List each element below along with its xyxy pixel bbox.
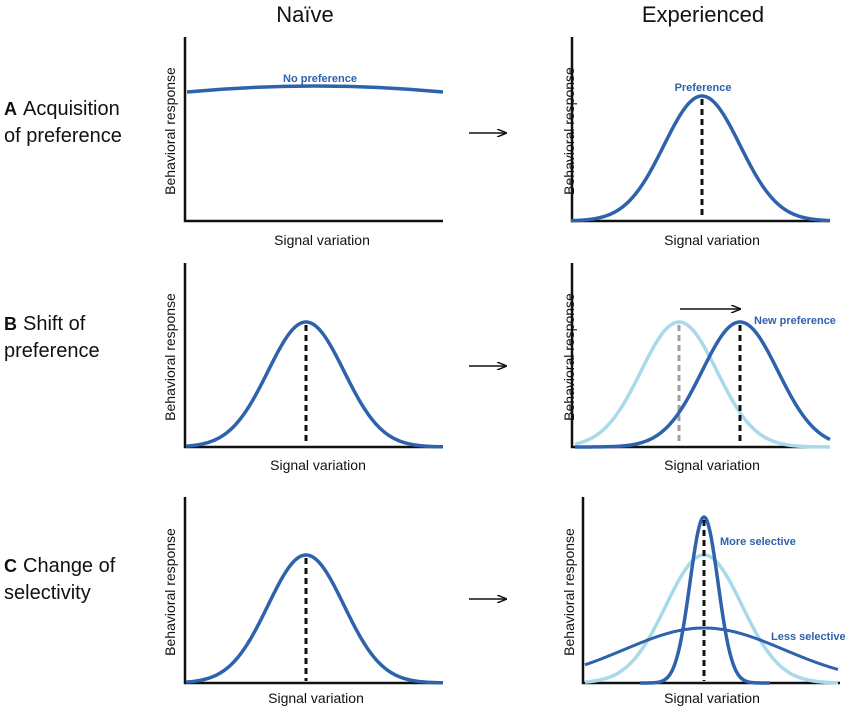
row-label-line1: Shift of (23, 313, 86, 335)
row-label-line1: Change of (23, 555, 116, 577)
panel-a-naive: Behavioral response Signal variation No … (162, 37, 444, 248)
column-header-naive: Naïve (276, 2, 334, 27)
y-axis-label: Behavioral response (162, 293, 178, 421)
row-label-line2: of preference (4, 125, 122, 147)
new-preference-label: New preference (754, 315, 836, 327)
y-axis-label: Behavioral response (162, 67, 178, 195)
x-axis-label: Signal variation (664, 690, 760, 706)
more-selective-curve (639, 515, 770, 685)
new-preference-curve (575, 320, 831, 449)
row-label-line2: preference (4, 340, 100, 362)
axes (183, 37, 443, 223)
x-axis-label: Signal variation (274, 232, 370, 248)
row-label-a: A Acquisition of preference (4, 96, 122, 150)
less-selective-curve (584, 626, 839, 671)
panel-a-experienced: Behavioral response Signal variation Pre… (561, 37, 831, 248)
preference-label: Preference (675, 82, 732, 94)
flat-response-curve (186, 84, 444, 94)
y-axis-label: Behavioral response (561, 293, 577, 421)
x-axis-label: Signal variation (270, 457, 366, 473)
response-curve (185, 320, 444, 449)
panel-b-naive: Behavioral response Signal variation (162, 263, 444, 473)
axes (570, 263, 830, 449)
row-label-b: B Shift of preference (4, 311, 100, 365)
row-label-line1: Acquisition (23, 98, 120, 120)
old-preference-curve (574, 320, 830, 449)
y-axis-label: Behavioral response (162, 528, 178, 656)
x-axis-label: Signal variation (664, 457, 760, 473)
column-header-experienced: Experienced (641, 2, 765, 27)
row-letter: B (4, 314, 17, 334)
more-selective-label: More selective (720, 536, 796, 548)
less-selective-label: Less selective (771, 631, 846, 643)
axes (183, 497, 443, 685)
x-axis-label: Signal variation (664, 232, 760, 248)
axes (581, 497, 840, 685)
y-axis-label: Behavioral response (561, 528, 577, 656)
y-axis-label: Behavioral response (561, 67, 577, 195)
row-label-line2: selectivity (4, 582, 91, 604)
row-letter: C (4, 556, 17, 576)
x-axis-label: Signal variation (268, 690, 364, 706)
panel-c-experienced: Behavioral response Signal variation Mor… (561, 497, 846, 706)
row-label-c: C Change of selectivity (4, 553, 115, 607)
preference-curve (570, 94, 831, 223)
panel-c-naive: Behavioral response Signal variation (162, 497, 444, 706)
panel-b-experienced: Behavioral response Signal variation New… (561, 263, 836, 473)
original-curve (584, 553, 839, 685)
no-preference-label: No preference (283, 73, 357, 85)
axes (183, 263, 443, 449)
response-curve (185, 553, 444, 685)
row-letter: A (4, 99, 17, 119)
